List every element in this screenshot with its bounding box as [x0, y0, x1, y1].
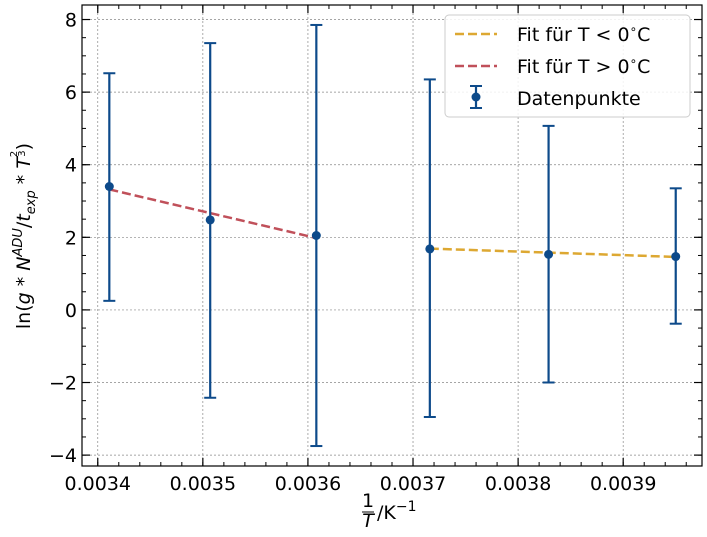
legend-label-datenpunkte: Datenpunkte [517, 88, 641, 110]
x-label-denominator: T [362, 510, 375, 532]
y-tick-label: 2 [65, 227, 77, 249]
data-point [311, 231, 321, 240]
data-point [544, 249, 554, 259]
legend-swatch-datenpunkte [470, 85, 482, 109]
y-axis-label: ln(g * NADU/texp * T23) [9, 143, 39, 329]
axis-ticks [82, 5, 702, 466]
y-tick-label: 4 [65, 155, 77, 177]
fit-lines [109, 188, 676, 259]
svg-text:ln(g * NADU/texp * T23): ln(g * NADU/texp * T23) [9, 143, 39, 329]
legend-box [444, 14, 691, 118]
legend-label-fit-above-zero: Fit für T > 0∘C [517, 54, 650, 78]
legend: Fit für T < 0∘C Fit für T > 0∘C Datenpun… [444, 14, 691, 118]
x-tick-label: 0.0034 [65, 473, 131, 495]
fit-line-segment [109, 188, 317, 240]
y-tick-label: −2 [49, 373, 77, 395]
data-point [671, 252, 681, 262]
x-label-numerator: 1 [362, 490, 374, 512]
legend-point [471, 92, 481, 102]
fit-line-segment [429, 247, 676, 259]
y-tick-label: 8 [65, 10, 77, 32]
x-label-text: /K−1 [377, 499, 417, 524]
x-tick-label: 0.0039 [590, 473, 656, 495]
data-point [425, 244, 435, 254]
x-tick-label: 0.0035 [170, 473, 236, 495]
x-axis-label: 1 T /K−1 [362, 490, 417, 532]
y-tick-label: 6 [65, 82, 77, 104]
x-tick-label: 0.0037 [380, 473, 446, 495]
data-point [104, 181, 114, 191]
y-tick-label: 0 [65, 300, 77, 322]
legend-label-fit-below-zero: Fit für T < 0∘C [517, 22, 650, 46]
y-tick-label: −4 [49, 445, 77, 467]
data-points [103, 23, 682, 448]
x-tick-label: 0.0038 [485, 473, 551, 495]
x-tick-label: 0.0036 [275, 473, 341, 495]
tick-labels: 0.0034 0.0035 0.0036 0.0037 0.0038 0.0039 −4 −2… [49, 10, 656, 495]
data-point [205, 215, 215, 225]
